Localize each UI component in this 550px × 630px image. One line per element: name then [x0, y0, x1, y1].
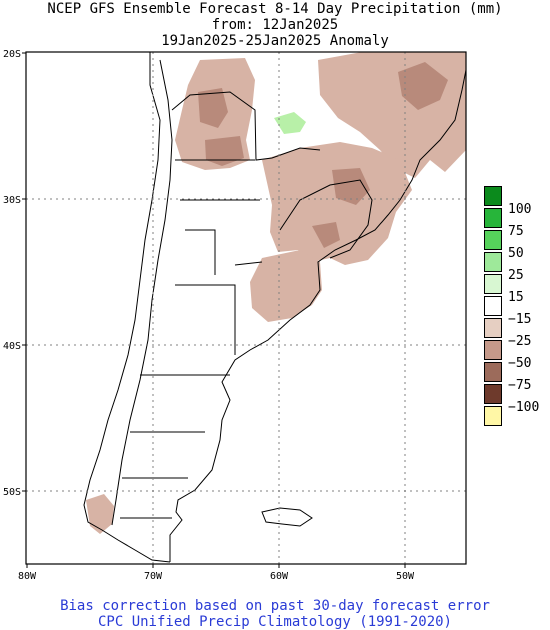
province-lines	[120, 159, 263, 519]
country-borders	[83, 52, 466, 563]
footer-bias-note: Bias correction based on past 30-day for…	[60, 598, 490, 614]
legend-swatch-9	[484, 384, 502, 404]
lon-label-80w: 80W	[18, 571, 37, 582]
lon-label-70w: 70W	[144, 571, 163, 582]
bolivia-paraguay-border	[171, 91, 321, 161]
legend-swatch-1	[484, 208, 502, 228]
legend-swatch-5	[484, 296, 502, 316]
legend-label-minus-100: −100	[508, 400, 540, 415]
malvinas-islands	[261, 507, 313, 527]
legend-label-minus-15: −15	[508, 312, 532, 327]
map-frame	[25, 51, 467, 565]
map-title-line-2: from: 12Jan2025	[211, 17, 339, 33]
lat-label-30s: 30S	[3, 195, 21, 206]
map-title-line-3: 19Jan2025-25Jan2025 Anomaly	[161, 33, 389, 49]
lat-label-40s: 40S	[3, 341, 21, 352]
legend-swatch-6	[484, 318, 502, 338]
anomaly-area-pampas	[250, 250, 322, 322]
legend-swatch-10	[484, 406, 502, 426]
legend-swatch-8	[484, 362, 502, 382]
legend-label-minus-50: −50	[508, 356, 532, 371]
lat-label-50s: 50S	[3, 487, 21, 498]
anomaly-area-green-chaco	[274, 112, 306, 134]
anomaly-shading	[86, 52, 466, 534]
anomaly-area-central-east-core	[332, 168, 370, 205]
legend-swatch-7	[484, 340, 502, 360]
anomaly-area-central-east	[262, 142, 412, 265]
legend-label-100: 100	[508, 202, 532, 217]
anomaly-area-northwest-south	[205, 136, 244, 166]
argentina-chile-border	[111, 59, 173, 526]
anomaly-area-pampas-core	[312, 222, 340, 248]
axis-ticks	[22, 52, 406, 568]
lon-label-50w: 50W	[396, 571, 415, 582]
footer-climatology-note: CPC Unified Precip Climatology (1991-202…	[97, 614, 452, 630]
legend-label-15: 15	[508, 290, 524, 305]
legend-swatch-4	[484, 274, 502, 294]
anomaly-area-northwest-core	[198, 88, 228, 128]
legend-swatch-0	[484, 186, 502, 206]
argentina-uruguay-border	[279, 179, 373, 259]
legend-label-50: 50	[508, 246, 524, 261]
map-title-line-1: NCEP GFS Ensemble Forecast 8-14 Day Prec…	[47, 1, 503, 17]
legend-swatch-3	[484, 252, 502, 272]
legend-label-25: 25	[508, 268, 524, 283]
lat-label-20s: 20S	[3, 49, 21, 60]
anomaly-area-northeast-core	[398, 62, 448, 110]
legend-swatch-2	[484, 230, 502, 250]
lon-label-60w: 60W	[270, 571, 289, 582]
anomaly-area-patagonia-tip	[86, 494, 114, 534]
legend-label-minus-75: −75	[508, 378, 532, 393]
gridlines	[26, 52, 466, 564]
legend-label-minus-25: −25	[508, 334, 532, 349]
legend-label-75: 75	[508, 224, 524, 239]
south-america-coastline	[83, 52, 466, 563]
